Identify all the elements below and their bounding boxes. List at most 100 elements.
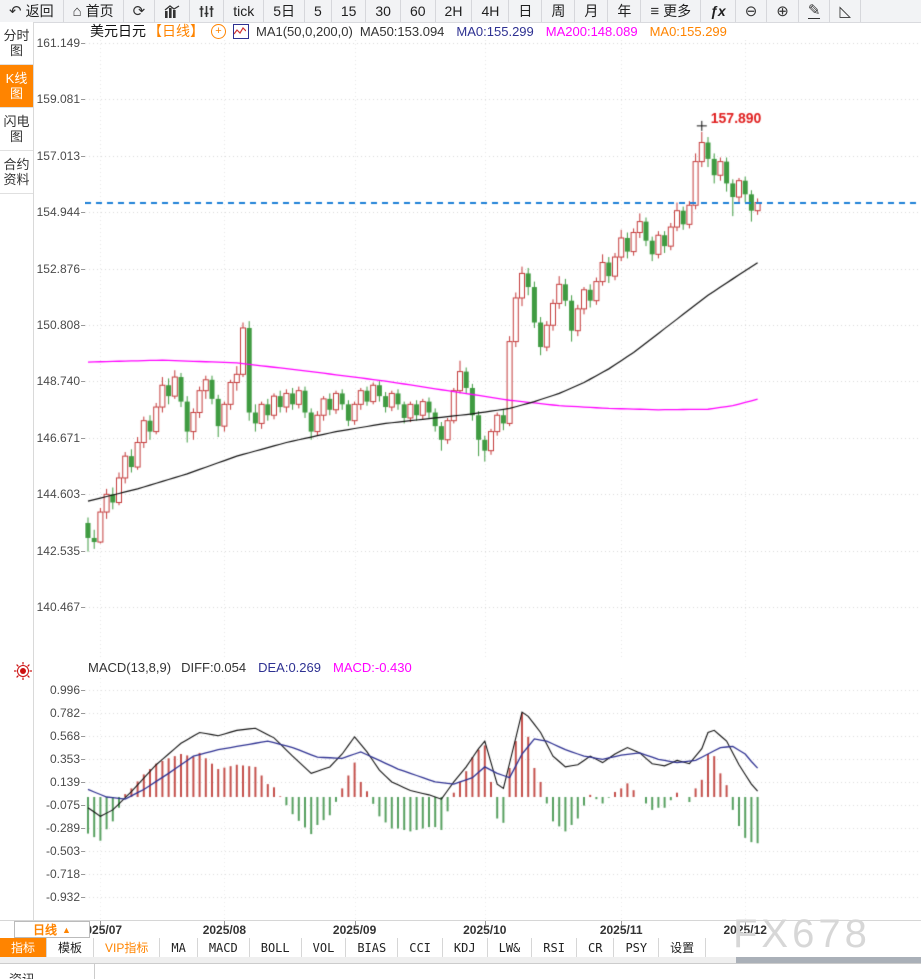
tab-news[interactable]: 资讯 xyxy=(0,964,95,979)
back-button-label: 返回 xyxy=(25,3,54,19)
interval-5d-label: 5日 xyxy=(273,3,296,19)
macd-value-2: DEA:0.269 xyxy=(258,660,321,675)
interval-4h[interactable]: 4H xyxy=(472,0,510,22)
price-tick-6: 150.808 xyxy=(36,318,80,333)
sidebar-divider xyxy=(33,22,34,920)
indicator-tab-rsi[interactable]: RSI xyxy=(532,938,577,957)
sidebar-tab-3[interactable]: 闪电图 xyxy=(0,108,33,151)
bottom-scrollbar[interactable] xyxy=(0,957,921,963)
macd-tick-8: -0.503 xyxy=(45,844,80,859)
indicator-tab-设置[interactable]: 设置 xyxy=(659,938,707,957)
sidebar-tab-4[interactable]: 合约资料 xyxy=(0,151,33,194)
date-tickmark xyxy=(621,921,623,925)
price-tick-1: 161.149 xyxy=(36,36,80,50)
indicator-tab-bias[interactable]: BIAS xyxy=(346,938,399,957)
price-tickmark xyxy=(81,99,85,101)
price-tickmark xyxy=(81,155,85,157)
indicator-tab-cci[interactable]: CCI xyxy=(398,938,443,957)
interval-2h[interactable]: 2H xyxy=(436,0,473,22)
draw-button[interactable]: ✎ xyxy=(799,0,831,22)
interval-week[interactable]: 周 xyxy=(542,0,576,22)
indicator-tab-cr[interactable]: CR xyxy=(577,938,615,957)
zoom-in-icon: ⊕ xyxy=(776,2,789,20)
interval-year[interactable]: 年 xyxy=(608,0,642,22)
indicator-tab-lw[interactable]: LW& xyxy=(488,938,533,957)
indicator-tab-vol[interactable]: VOL xyxy=(302,938,347,957)
interval-60[interactable]: 60 xyxy=(401,0,436,22)
mini-chart-icon[interactable] xyxy=(233,23,249,39)
zoom-out-button[interactable]: ⊖ xyxy=(736,0,768,22)
symbol-name: 美元日元 xyxy=(90,23,146,39)
macd-chart[interactable] xyxy=(85,678,921,919)
shape-button[interactable]: ◺ xyxy=(830,0,861,22)
indicator-button[interactable] xyxy=(190,0,225,22)
interval-4h-label: 4H xyxy=(481,3,500,19)
triangle-icon: ◺ xyxy=(839,2,851,20)
pencil-icon: ✎ xyxy=(807,2,821,19)
chart-type-button[interactable] xyxy=(155,0,191,22)
home-button[interactable]: ⌂ 首页 xyxy=(64,0,124,22)
indicator-tab-模板[interactable]: 模板 xyxy=(47,938,95,957)
more-button[interactable]: ≡ 更多 xyxy=(641,0,702,22)
main-candlestick-chart[interactable] xyxy=(85,40,921,658)
interval-5[interactable]: 5 xyxy=(305,0,332,22)
price-tickmark xyxy=(81,43,85,44)
zoom-in-button[interactable]: ⊕ xyxy=(767,0,799,22)
interval-15[interactable]: 15 xyxy=(332,0,367,22)
indicator-tab-macd[interactable]: MACD xyxy=(198,938,250,957)
interval-day[interactable]: 日 xyxy=(509,0,543,22)
price-tick-7: 148.740 xyxy=(36,374,80,389)
price-tickmark xyxy=(81,381,85,383)
interval-5-label: 5 xyxy=(314,3,322,19)
date-tickmark xyxy=(224,921,226,925)
interval-5d[interactable]: 5日 xyxy=(264,0,306,22)
sidebar-tab-2[interactable]: K线图 xyxy=(0,65,33,108)
indicator-tab-ma[interactable]: MA xyxy=(160,938,198,957)
price-tick-11: 140.467 xyxy=(36,600,80,615)
formula-button[interactable]: ƒx xyxy=(701,0,736,22)
macd-tickmark xyxy=(81,712,85,714)
macd-tickmark xyxy=(81,805,85,807)
price-tick-10: 142.535 xyxy=(36,543,80,558)
period-selector-button[interactable]: 日线 ▲ xyxy=(14,921,90,938)
macd-tickmark xyxy=(81,689,85,691)
price-tickmark xyxy=(81,607,85,609)
add-compare-icon[interactable]: + xyxy=(211,23,226,39)
macd-tickmark xyxy=(81,851,85,853)
macd-tick-7: -0.289 xyxy=(45,821,80,836)
date-label: 2025/11 xyxy=(599,923,643,937)
indicator-tab-vip指标[interactable]: VIP指标 xyxy=(94,938,161,957)
home-icon: ⌂ xyxy=(72,2,82,20)
interval-tick[interactable]: tick xyxy=(224,0,265,22)
sidebar-tab-1[interactable]: 分时图 xyxy=(0,22,33,65)
indicator-settings-icon[interactable] xyxy=(13,661,33,681)
indicator-tab-kdj[interactable]: KDJ xyxy=(443,938,488,957)
price-tickmark xyxy=(81,268,85,270)
price-tickmark xyxy=(81,494,85,496)
macd-tickmark xyxy=(81,897,85,899)
menu-lines-icon: ≡ xyxy=(650,2,660,20)
indicator-tab-boll[interactable]: BOLL xyxy=(250,938,302,957)
macd-tick-9: -0.718 xyxy=(45,867,80,882)
macd-header: MACD(13,8,9) DIFF:0.054 DEA:0.269 MACD:-0.… xyxy=(88,660,412,675)
macd-tick-3: 0.568 xyxy=(49,728,80,743)
interval-month[interactable]: 月 xyxy=(575,0,609,22)
macd-tick-6: -0.075 xyxy=(45,798,80,813)
price-tickmark xyxy=(81,550,85,552)
interval-month-label: 月 xyxy=(584,3,599,19)
refresh-button[interactable]: ⟳ xyxy=(124,0,156,22)
macd-title: MACD(13,8,9) xyxy=(88,660,172,675)
interval-tick-label: tick xyxy=(233,3,255,19)
macd-tickmark xyxy=(81,874,85,876)
price-tick-5: 152.876 xyxy=(36,261,80,276)
price-tick-9: 144.603 xyxy=(36,487,80,502)
interval-30[interactable]: 30 xyxy=(366,0,401,22)
ma-values: MA50:153.094 MA0:155.299 MA200:148.089 MA0:… xyxy=(360,24,727,39)
indicator-tab-psy[interactable]: PSY xyxy=(614,938,660,957)
back-button[interactable]: ↶ 返回 xyxy=(0,0,64,22)
period-label: 日线 xyxy=(33,923,58,937)
indicator-tab-指标[interactable]: 指标 xyxy=(0,938,48,957)
macd-tick-1: 0.996 xyxy=(49,682,80,697)
scrollbar-thumb[interactable] xyxy=(736,957,921,963)
top-toolbar: ↶ 返回 ⌂ 首页 ⟳ tick 5日 5 15 30 60 2H 4H 日周月年 ≡ 更多 ƒx ⊖ ⊕ ✎ ◺ xyxy=(0,0,921,23)
